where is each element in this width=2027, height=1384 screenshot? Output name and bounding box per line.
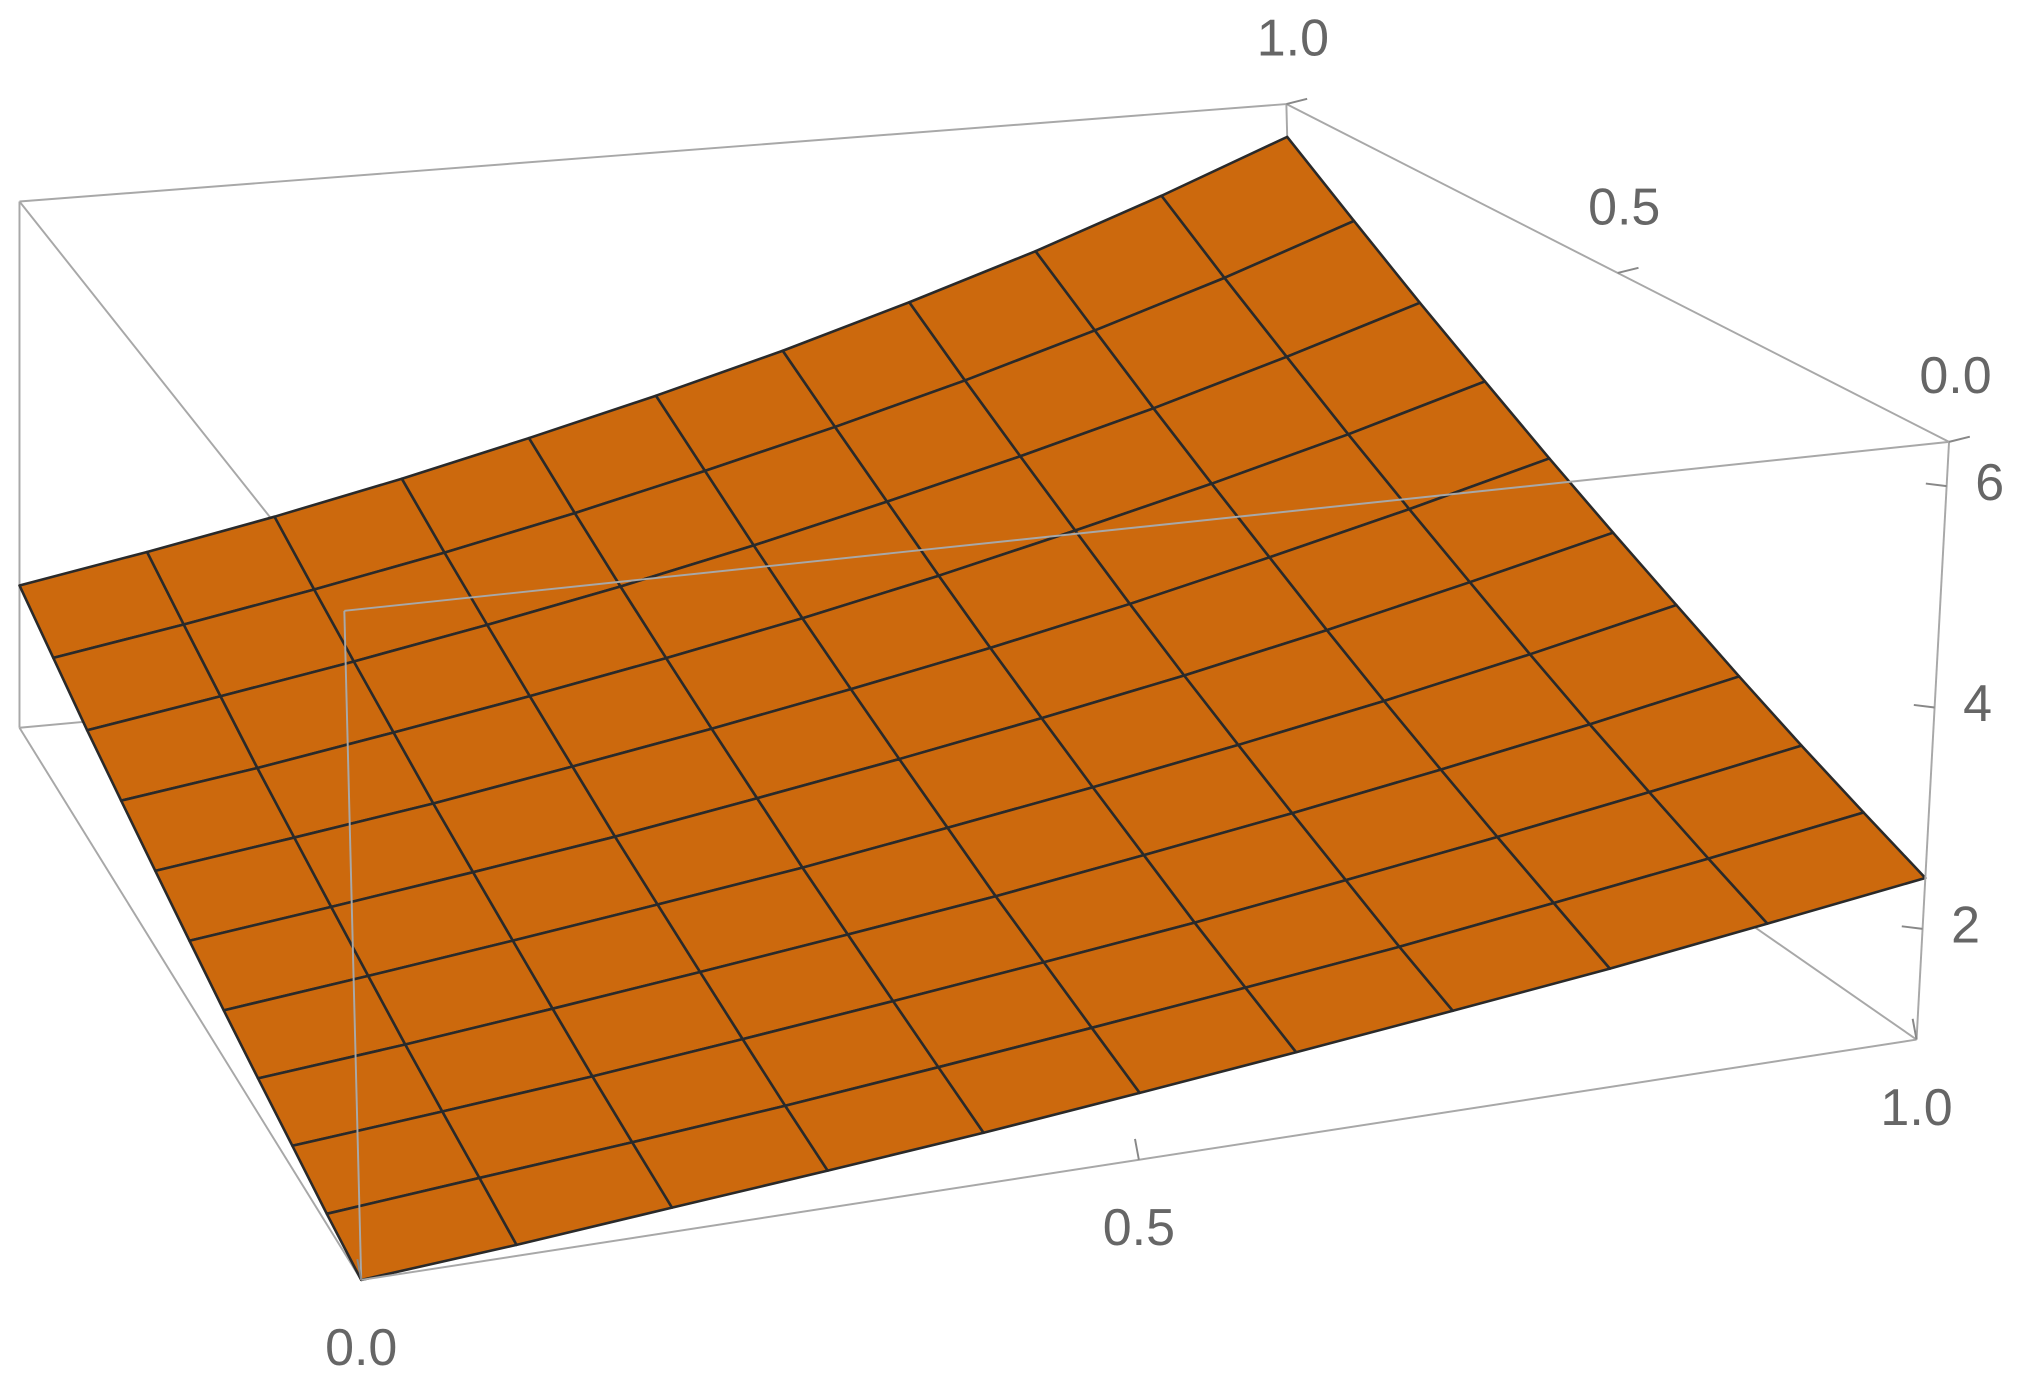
surface [18,135,1927,1282]
y-tick-label: 0.5 [1588,178,1660,236]
box-edge [18,727,363,1281]
z-tick [1901,925,1923,930]
x-tick-label: 0.0 [325,1319,397,1377]
surface-cell [1707,811,1927,925]
box-edge [343,610,363,1280]
box-edge [1915,441,1951,1040]
axes: 0.0 0.5 1.0 0.0 0.5 1.0 2 4 6 [325,9,2004,1377]
y-tick [1286,97,1308,105]
y-tick-label: 0.0 [1919,347,1991,405]
x-tick [1134,1138,1140,1160]
x-tick-label: 1.0 [1880,1079,1952,1137]
z-tick [1913,703,1935,709]
y-tick [1617,266,1639,274]
front-box [343,440,1951,1281]
x-tick [356,1258,363,1281]
z-tick-label: 2 [1951,897,1980,955]
z-tick-label: 4 [1963,675,1992,733]
box-edge [344,440,1950,612]
x-tick-label: 0.5 [1103,1199,1175,1257]
x-tick [1911,1018,1918,1040]
y-tick-label: 1.0 [1257,9,1329,67]
box-edge [19,103,1287,203]
z-tick [1925,482,1947,488]
y-tick [1948,435,1971,443]
box-edge [361,1038,1917,1281]
z-tick-label: 6 [1975,454,2004,512]
